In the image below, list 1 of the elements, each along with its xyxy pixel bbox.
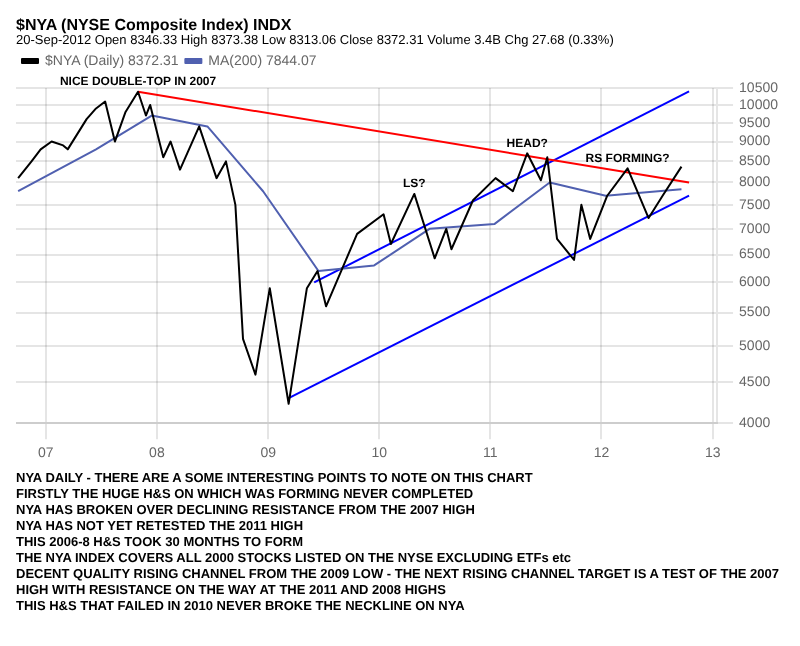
chart-title: $NYA (NYSE Composite Index) INDX (16, 16, 294, 34)
